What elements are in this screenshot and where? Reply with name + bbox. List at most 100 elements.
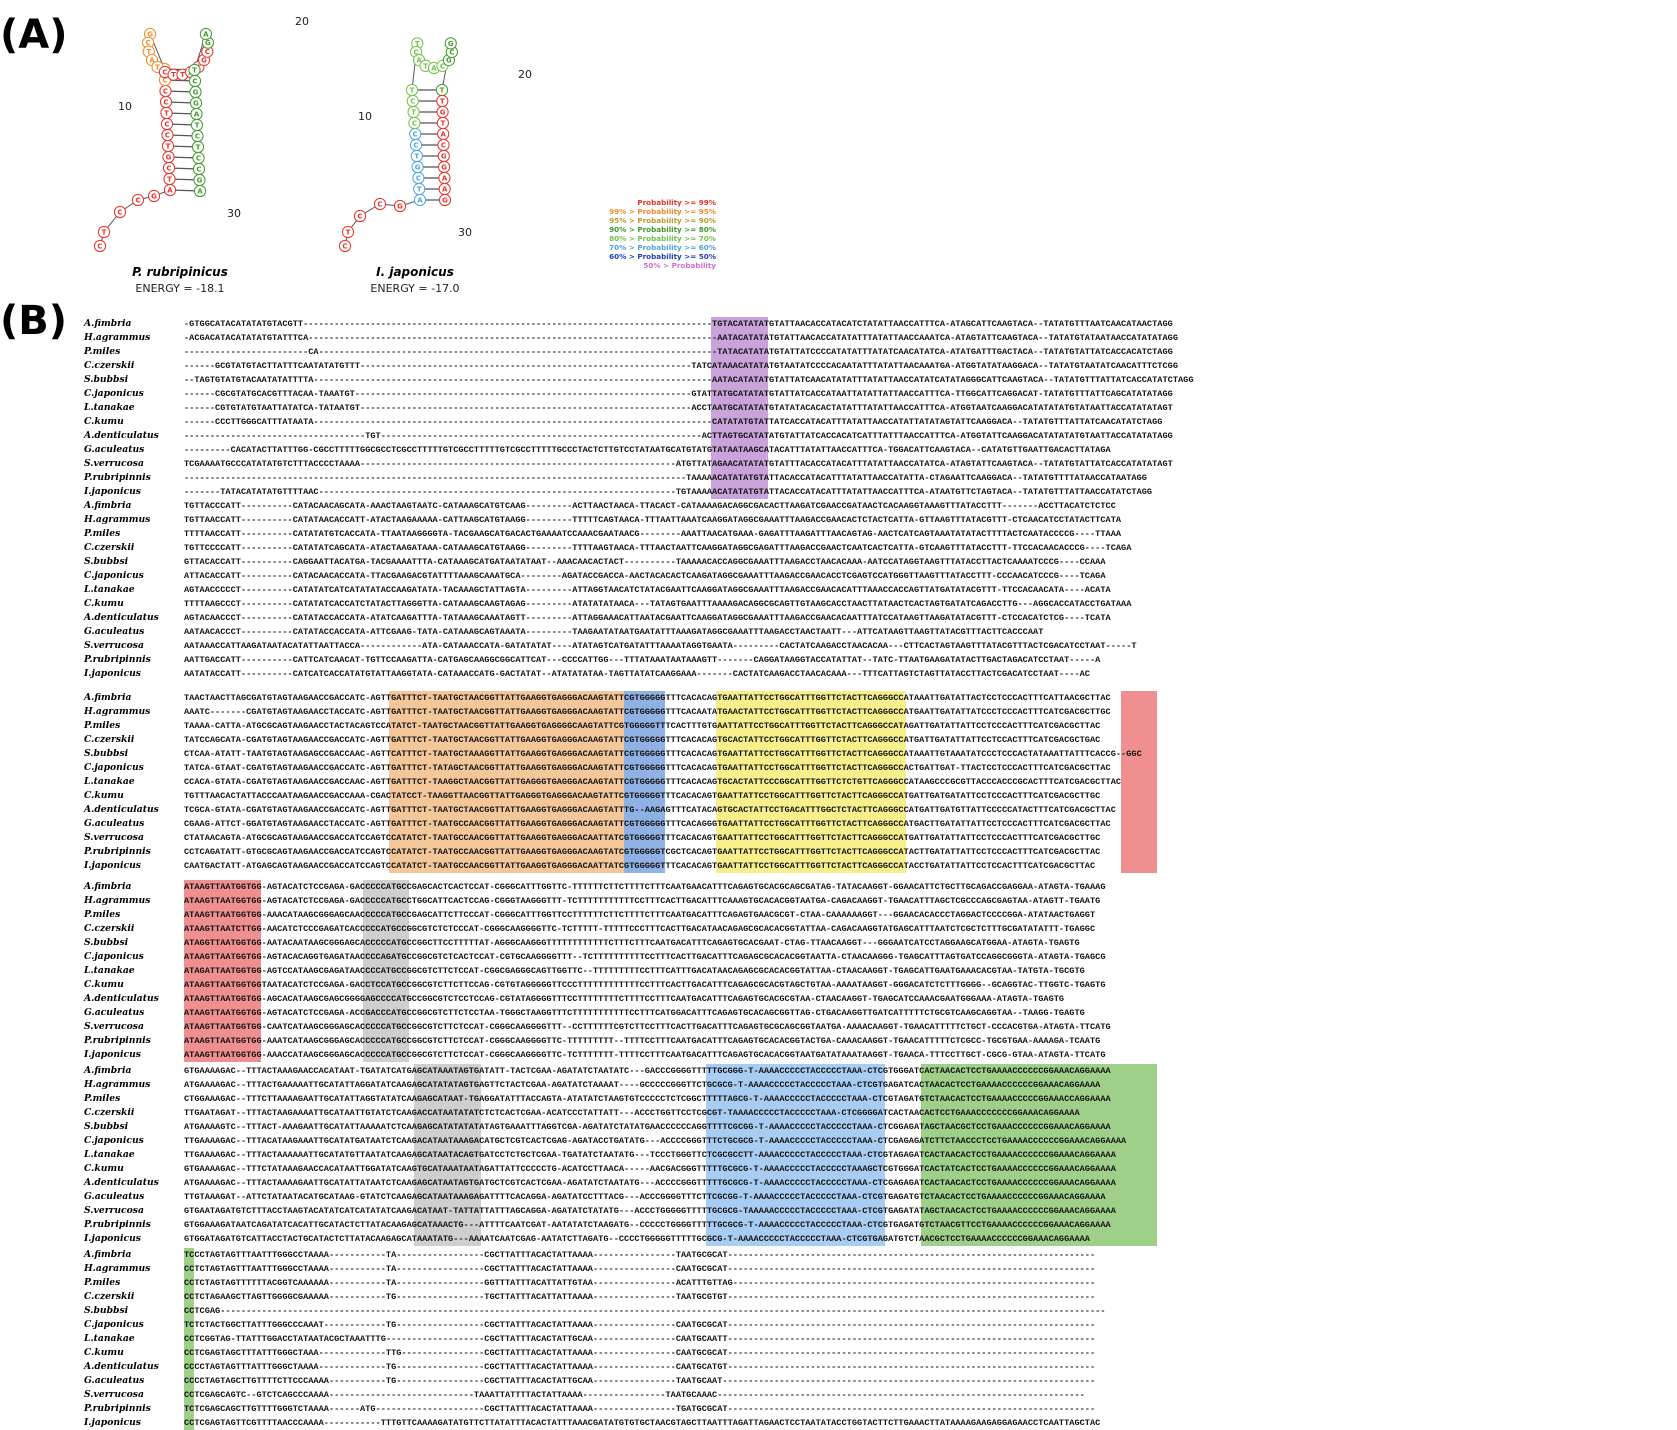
legend-entry: 50% > Probability (643, 261, 716, 270)
sequence-text: -------TATACATATATGTTTTAAC--------------… (184, 487, 1153, 497)
conserved-region-highlight (706, 1120, 886, 1134)
nucleotide-letter: C (163, 98, 168, 106)
nucleotide-letter: G (151, 192, 157, 200)
species-name: S.bubbsi (84, 937, 129, 948)
sequence-text: CCTCTAGTAGTTTTTTACGGTCAAAAAA-----------T… (184, 1278, 1096, 1288)
species-name: S.verrucosa (84, 832, 144, 843)
nucleotide-letter: C (162, 76, 167, 84)
nucleotide-letter: C (163, 87, 168, 95)
nucleotide-circle (93, 239, 107, 253)
species-name: L.tanakae (84, 1149, 135, 1160)
conserved-region-highlight (921, 1232, 1157, 1246)
conserved-region-highlight (363, 1048, 410, 1062)
species-name: P.rubripinnis (84, 1403, 151, 1414)
sequence-text: TGTTCCCCATT----------CATATATCAGCATA-ATAC… (184, 543, 1132, 553)
nucleotide-letter: G (201, 56, 207, 64)
species-name: C.japonicus (84, 570, 144, 581)
sequence-text: CTATAACAGTA-ATGCGCAGTAAGAACCGACCATCCAGTC… (184, 833, 1101, 843)
sequence-text: ATAAGTTAATGGTGG-AAACATAAGCGGGAGCAACCCCCA… (184, 910, 1096, 920)
nucleotide-letter: C (196, 154, 201, 162)
conserved-region-highlight (624, 719, 666, 733)
sequence-text: ------GCGTATGTACTTATTTCAATATATGTTT------… (184, 361, 1178, 371)
conserved-region-highlight (706, 1162, 886, 1176)
conserved-region-highlight (711, 331, 768, 345)
species-name: C.kumu (84, 790, 124, 801)
species-name: P.rubripinnis (84, 654, 151, 665)
species-name: P.miles (84, 1277, 121, 1288)
species-name: C.czerskii (84, 360, 135, 371)
nucleotide-letter: T (423, 62, 428, 70)
conserved-region-highlight (363, 908, 410, 922)
panel-a-label: (A) (0, 12, 68, 58)
nucleotide-letter: T (414, 152, 419, 160)
species-name: I.japonicus (84, 668, 141, 679)
nucleotide-letter: A (194, 110, 200, 118)
sequence-text: CCCCTAGTAGCTTGTTTTCTTCCCAAAA-----------T… (184, 1376, 1096, 1386)
sequence-text: TAAAA-CATTA-ATGCGCAGTAAGAACCTACTACAGTCCA… (184, 721, 1101, 731)
conserved-region-highlight (706, 1078, 886, 1092)
sequence-text: CCACA-GTATA-CGATGTAGTAAGAACCGACCAAC-AGTT… (184, 777, 1122, 787)
conserved-region-highlight (711, 485, 768, 499)
species-name: C.czerskii (84, 734, 135, 745)
nucleotide-letter: T (180, 71, 185, 79)
conserved-region-highlight (1120, 845, 1157, 859)
nucleotide-letter: A (416, 57, 422, 65)
conserved-region-highlight (716, 803, 906, 817)
conserved-region-highlight (388, 691, 625, 705)
sequence-text: TTTTAAGCCCT----------CATATATCACCATCTATAC… (184, 599, 1132, 609)
legend-entry: 95% > Probability >= 90% (609, 216, 716, 225)
nucleotide-letter: T (441, 119, 446, 127)
conserved-region-highlight (711, 443, 768, 457)
species-name: S.verrucosa (84, 640, 144, 651)
nucleotide-letter: A (442, 174, 448, 182)
conserved-region-highlight (414, 1106, 481, 1120)
species-name: A.denticulatus (84, 612, 159, 623)
nucleotide-circle (353, 209, 367, 223)
conserved-region-highlight (706, 1148, 886, 1162)
nucleotide-letter: G (441, 163, 447, 171)
species-caption-b: I. japonicus (376, 265, 454, 279)
species-name: G.aculeatus (84, 1007, 145, 1018)
sequence-text: CTCAA-ATATT-TAATGTAGTAAGAGCCGACCAAC-AGTT… (184, 749, 1142, 759)
sequence-text: ATGAAAAGAC--TTTACTGAAAAATTGCATATTAGGATAT… (184, 1080, 1101, 1090)
nucleotide-letter: G (446, 57, 452, 65)
nucleotide-letter: C (135, 196, 140, 204)
species-name: P.miles (84, 720, 121, 731)
species-name: C.japonicus (84, 951, 144, 962)
nucleotide-letter: G (197, 176, 203, 184)
sequence-text: AGTACAACCCT----------CATATACCACCATA-ATAT… (184, 613, 1111, 623)
conserved-region-highlight (711, 359, 768, 373)
nucleotide-letter: C (165, 131, 170, 139)
nucleotide-circle (405, 83, 419, 97)
conserved-region-highlight (388, 747, 625, 761)
nucleotide-letter: T (417, 185, 422, 193)
sequence-text: ATAAGTTAATGGTGG-AGCACATAAGCGAGCGGGGAGCCC… (184, 994, 1065, 1004)
nucleotide-letter: G (147, 30, 153, 38)
sequence-text: TCTCGAGCAGCTTGTTTTGGGTCTAAAA------ATG---… (184, 1404, 1096, 1414)
species-name: S.verrucosa (84, 1021, 144, 1032)
species-name: H.agrammus (84, 895, 151, 906)
conserved-region-highlight (921, 1218, 1157, 1232)
species-name: I.japonicus (84, 1417, 141, 1428)
conserved-region-highlight (363, 936, 410, 950)
sequence-text: AATAACACCCT----------CATATACCACCATA-ATTC… (184, 627, 1044, 637)
nucleotide-letter: G (415, 163, 421, 171)
sequence-text: TATCCAGCATA-CGATGTAGTAAGAACCGACCATC-AGTT… (184, 735, 1101, 745)
sequence-text: TGTTACCCATT----------CATACAACAGCATA-AAAC… (184, 501, 1116, 511)
species-name: A.denticulatus (84, 430, 159, 441)
panel-b-label: (B) (0, 298, 68, 344)
nucleotide-letter: C (413, 141, 418, 149)
species-name: C.kumu (84, 979, 124, 990)
conserved-region-highlight (184, 1318, 195, 1332)
nucleotide-letter: C (164, 120, 169, 128)
species-name: A.fimbria (84, 1065, 132, 1076)
nucleotide-letter: C (192, 77, 197, 85)
species-name: A.denticulatus (84, 804, 159, 815)
conserved-region-highlight (921, 1092, 1157, 1106)
conserved-region-highlight (716, 831, 906, 845)
sequence-text: TTGAAAAGAC--TTTACTAAAAAATTGCATATGTTAATAT… (184, 1150, 1116, 1160)
conserved-region-highlight (184, 1248, 195, 1262)
nucleotide-letter: T (192, 66, 197, 74)
conserved-region-highlight (184, 1374, 195, 1388)
species-name: A.denticulatus (84, 1177, 159, 1188)
